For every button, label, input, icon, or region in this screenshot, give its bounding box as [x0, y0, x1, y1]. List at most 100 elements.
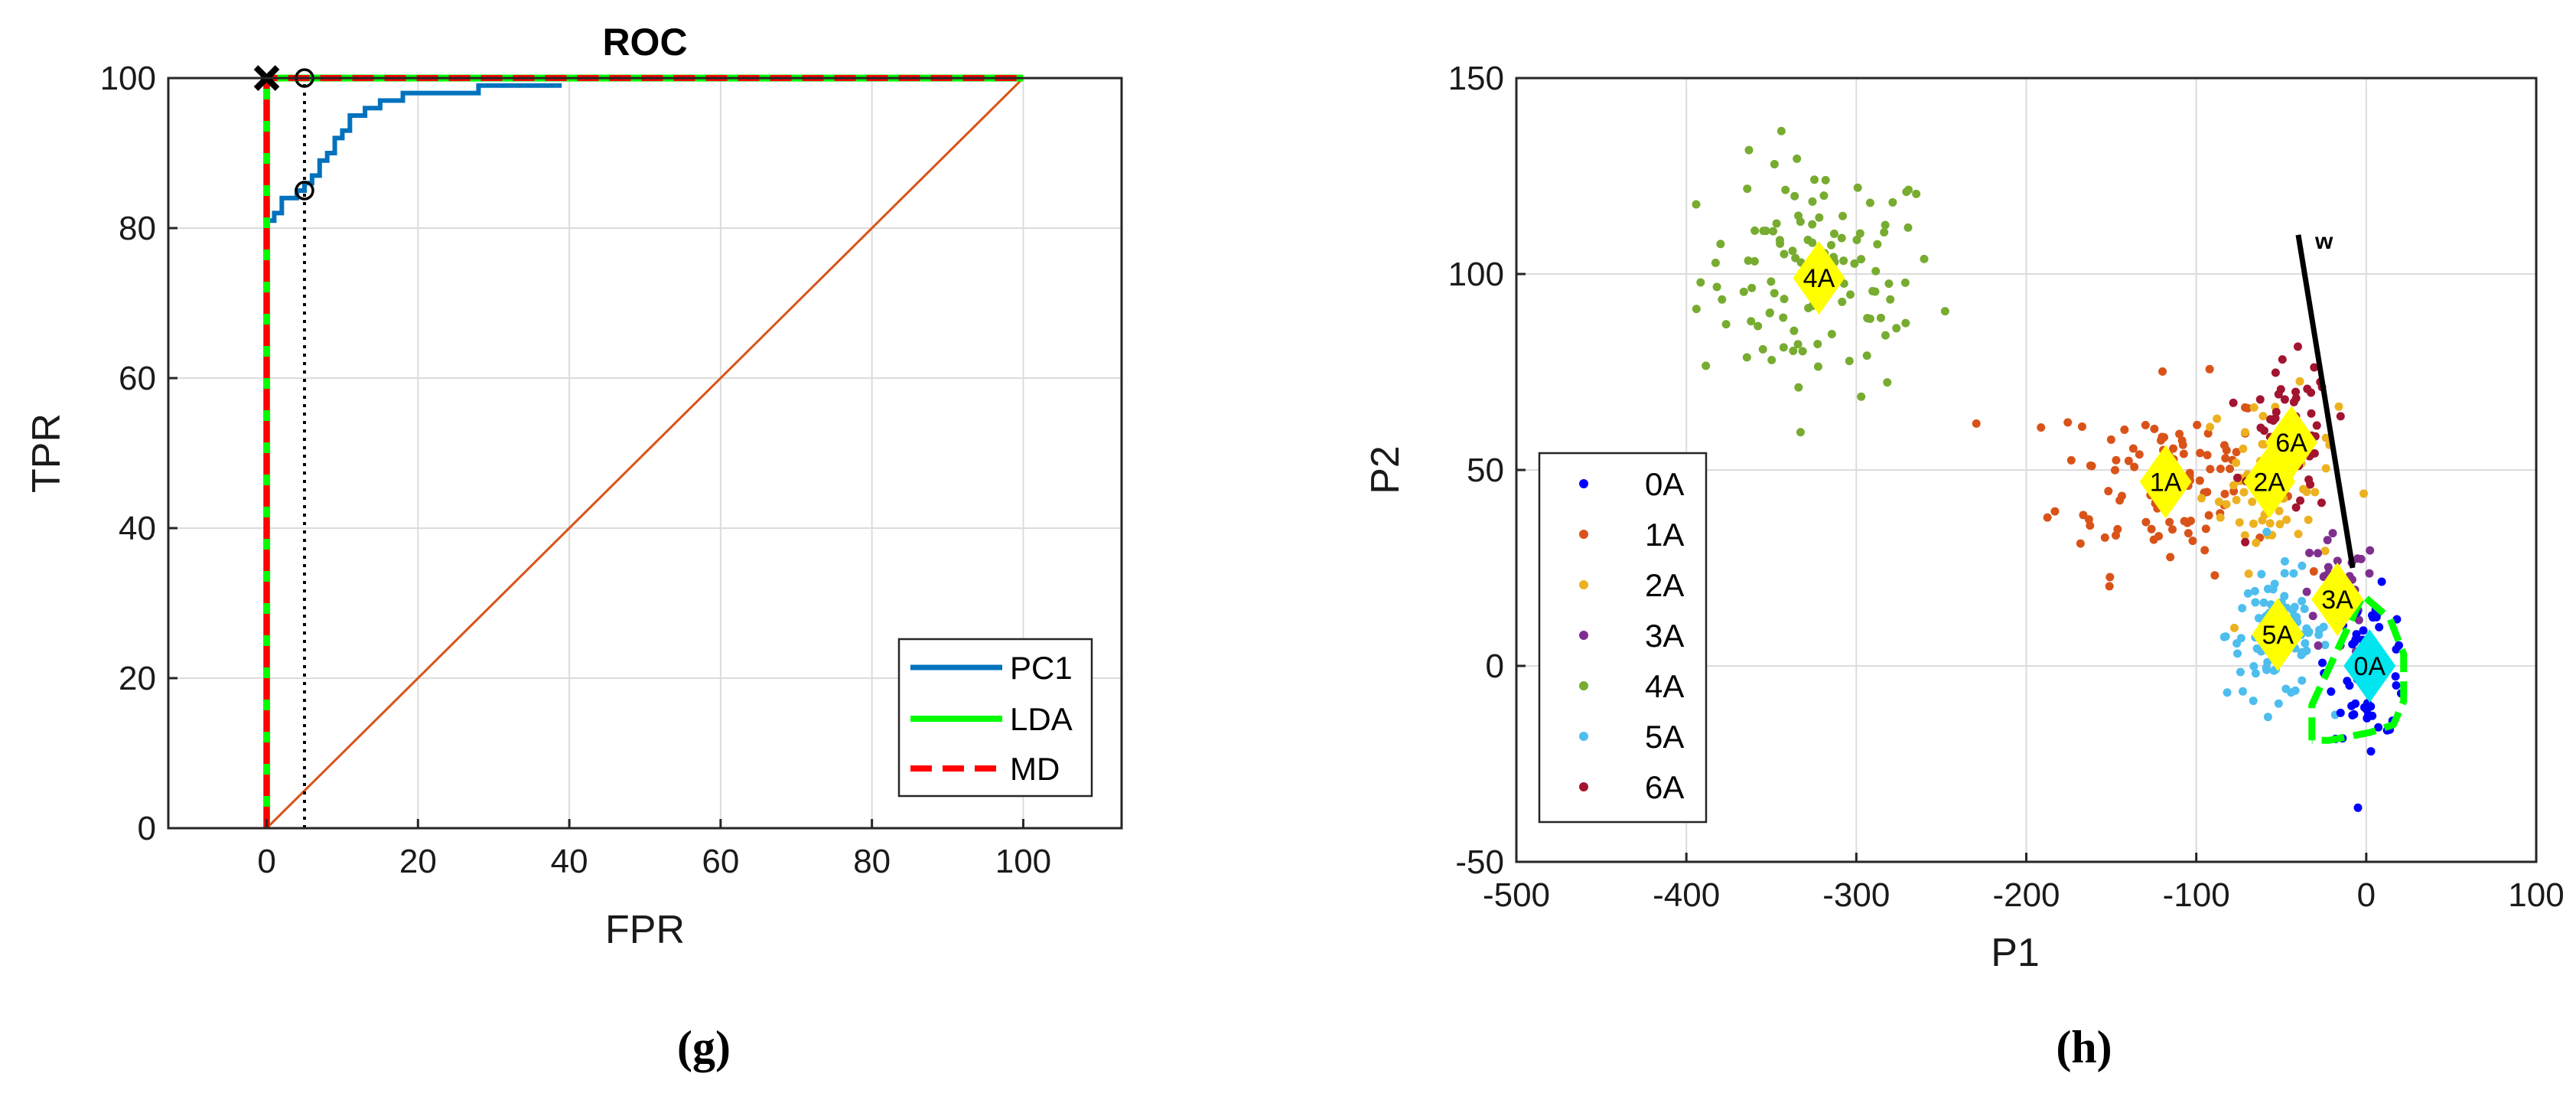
scatter-point-4a [1881, 220, 1890, 230]
scatter-point-5a [2320, 641, 2330, 650]
scatter-x-tick-label: 100 [2508, 876, 2564, 914]
scatter-point-1a [2063, 418, 2073, 427]
scatter-point-1a [2076, 539, 2085, 548]
scatter-point-5a [2251, 598, 2260, 607]
scatter-point-4a [1873, 240, 1882, 249]
scatter-point-2a [2258, 439, 2267, 449]
scatter-point-6a [2303, 384, 2312, 393]
scatter-projection: w [2295, 229, 2356, 569]
scatter-centroid-3a: 3A [2311, 562, 2364, 636]
scatter-point-6a [2291, 503, 2301, 512]
scatter-point-1a [2226, 464, 2235, 473]
scatter-point-4a [1747, 317, 1756, 326]
scatter-point-4a [1770, 160, 1779, 169]
scatter-point-5a [2238, 604, 2247, 613]
scatter-point-2a [2239, 444, 2248, 453]
scatter-point-5a [2249, 697, 2258, 706]
scatter-point-1a [2180, 517, 2189, 526]
roc-y-tick-label: 60 [119, 360, 156, 397]
scatter-centroids: 4A 1A 6A 2A 3A 5A 0A [1793, 241, 2396, 703]
scatter-point-2a [2304, 515, 2313, 524]
scatter-point-1a [2177, 436, 2187, 445]
scatter-point-2a [2258, 516, 2267, 525]
scatter-legend-swatch-0a [1579, 479, 1588, 488]
scatter-point-5a [2257, 569, 2266, 579]
scatter-point-6a [2310, 363, 2319, 372]
scatter-point-2a [2249, 403, 2258, 412]
scatter-point-2a [2229, 623, 2239, 632]
scatter-point-1a [2077, 422, 2086, 431]
scatter-point-5a [2298, 596, 2307, 605]
scatter-point-4a [1754, 321, 1763, 331]
scatter-point-2a [2213, 414, 2222, 423]
scatter-point-4a [1794, 383, 1803, 392]
scatter-point-5a [2262, 527, 2272, 537]
scatter-point-1a [2150, 424, 2159, 433]
scatter-legend-box [1538, 452, 1708, 824]
scatter-point-4a [1845, 290, 1855, 299]
scatter-point-0a [2368, 711, 2377, 720]
scatter-point-1a [2188, 537, 2197, 546]
legend-label-lda: LDA [1010, 701, 1073, 737]
roc-chart: 0 20 40 60 80 100 0 20 40 60 80 100 ROC FPR TPR PC… [24, 21, 1123, 1072]
scatter-centroid-2a: 2A [2243, 445, 2296, 519]
scatter-point-1a [2309, 567, 2318, 576]
roc-x-tick-label: 0 [257, 843, 275, 880]
scatter-projection-line [2295, 234, 2356, 569]
scatter-point-2a [2359, 489, 2368, 498]
scatter-point-4a [1810, 175, 1819, 184]
scatter-x-tick-label: -100 [2163, 876, 2230, 914]
scatter-point-4a [1857, 255, 1866, 264]
scatter-point-4a [1767, 355, 1776, 364]
roc-x-tick-label: 40 [551, 843, 588, 880]
scatter-point-4a [1815, 213, 1824, 222]
scatter-point-6a [2312, 421, 2321, 430]
scatter-point-4a [1779, 343, 1788, 352]
scatter-centroid-0a: 0A [2343, 629, 2396, 703]
scatter-point-1a [2216, 464, 2225, 473]
scatter-point-5a [2239, 687, 2248, 696]
scatter-point-4a [1718, 295, 1727, 304]
scatter-point-1a [2201, 524, 2210, 533]
scatter-point-1a [2079, 511, 2088, 520]
scatter-point-3a [2333, 556, 2342, 566]
roc-x-tick-label: 60 [702, 843, 739, 880]
scatter-point-4a [1838, 297, 1847, 306]
roc-series-diagonal [265, 77, 1024, 830]
scatter-point-1a [2105, 582, 2114, 591]
scatter-point-5a [2280, 556, 2289, 566]
scatter-point-6a [2293, 342, 2302, 351]
scatter-x-tick-label: 0 [2357, 876, 2376, 914]
scatter-legend-label-0a: 0A [1645, 466, 1684, 502]
scatter-point-5a [2319, 622, 2328, 631]
scatter-point-0a [2350, 710, 2359, 719]
roc-x-tick-label: 100 [995, 843, 1051, 880]
scatter-centroid-marker [1793, 241, 1845, 315]
scatter-point-0a [2391, 672, 2400, 681]
scatter-point-1a [2203, 429, 2213, 438]
scatter-y-tick-label: 0 [1486, 648, 1504, 685]
scatter-point-6a [2296, 496, 2305, 505]
scatter-legend-swatch-3a [1579, 631, 1588, 640]
scatter-legend-swatch-6a [1579, 782, 1588, 791]
scatter-point-1a [2221, 454, 2230, 463]
scatter-point-4a [1779, 313, 1788, 322]
scatter-point-4a [1758, 344, 1767, 354]
scatter-point-4a [1750, 256, 1759, 266]
scatter-y-tick-label: 150 [1448, 60, 1504, 97]
scatter-point-2a [2232, 495, 2241, 504]
scatter-point-3a [2354, 615, 2363, 625]
scatter-point-6a [2255, 395, 2265, 404]
scatter-legend-label-2a: 2A [1645, 567, 1684, 603]
scatter-point-6a [2229, 398, 2238, 407]
scatter-point-1a [2206, 465, 2215, 474]
panel-label-g: (g) [677, 1022, 731, 1072]
scatter-point-0a [2392, 680, 2401, 690]
scatter-point-0a [2336, 708, 2345, 717]
scatter-point-4a [1696, 278, 1705, 287]
scatter-point-4a [1808, 220, 1817, 229]
scatter-point-4a [1863, 314, 1872, 323]
scatter-point-1a [2204, 511, 2213, 520]
scatter-point-4a [1759, 227, 1768, 236]
scatter-point-5a [2298, 676, 2307, 685]
